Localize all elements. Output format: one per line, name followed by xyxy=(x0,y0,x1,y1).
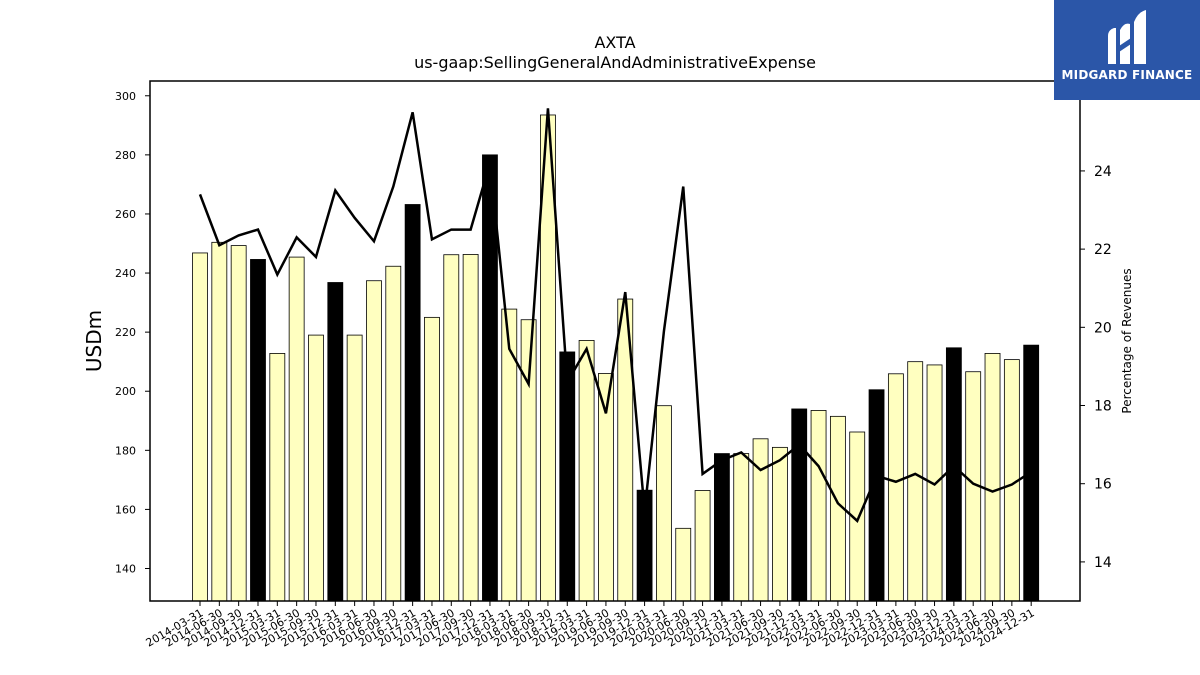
y-tick-label: 180 xyxy=(115,444,136,457)
logo-mark-icon xyxy=(1108,10,1146,65)
bar xyxy=(675,527,692,602)
bar xyxy=(308,334,324,602)
logo-text: MIDGARD FINANCE xyxy=(1061,68,1193,82)
bar xyxy=(404,204,421,602)
chart-subtitle: us-gaap:SellingGeneralAndAdministrativeE… xyxy=(414,53,816,72)
bar xyxy=(656,405,672,602)
bar xyxy=(945,347,962,602)
y2-tick-label: 16 xyxy=(1094,477,1112,493)
bar xyxy=(694,490,711,602)
line-series xyxy=(198,108,1032,523)
brand-logo: MIDGARD FINANCE xyxy=(1054,0,1200,100)
y-axis-label: USDm xyxy=(82,310,106,372)
y-tick-label: 280 xyxy=(115,149,136,162)
y2-axis-label: Percentage of Revenues xyxy=(1120,268,1134,413)
bar xyxy=(501,308,518,602)
bar xyxy=(772,446,788,602)
bar xyxy=(385,265,402,602)
bar xyxy=(327,282,344,602)
x-axis: 2014-03-312014-06-302014-09-302014-12-31… xyxy=(144,601,1037,650)
bar xyxy=(269,353,286,602)
bar xyxy=(791,408,808,602)
bar xyxy=(578,340,595,602)
bar xyxy=(984,353,1001,602)
bar xyxy=(366,280,382,602)
bar xyxy=(346,334,363,602)
bar xyxy=(733,453,750,602)
bar xyxy=(462,254,479,602)
y-axis-left: 140 160 180 200 220 240 260 280 300 xyxy=(115,90,150,576)
y2-tick-label: 14 xyxy=(1094,555,1112,571)
y2-tick-label: 18 xyxy=(1094,399,1112,415)
chart-title: AXTA xyxy=(594,33,635,52)
bar xyxy=(868,389,885,602)
bar xyxy=(520,319,537,602)
bar xyxy=(443,254,460,602)
y-tick-label: 160 xyxy=(115,503,136,516)
line-path xyxy=(198,108,1032,523)
bar-series xyxy=(192,114,1040,602)
y-tick-label: 260 xyxy=(115,208,136,221)
bar xyxy=(887,373,904,602)
bar xyxy=(424,316,440,602)
bar xyxy=(230,245,247,602)
y2-tick-label: 20 xyxy=(1094,320,1112,336)
bar xyxy=(211,241,228,602)
bar xyxy=(810,410,827,602)
bar xyxy=(752,438,769,602)
bar xyxy=(192,252,208,602)
y-tick-label: 140 xyxy=(115,563,136,576)
bar xyxy=(907,361,924,602)
y-tick-label: 300 xyxy=(115,90,136,103)
bar xyxy=(250,259,266,602)
y-tick-label: 200 xyxy=(115,385,136,398)
y2-tick-label: 22 xyxy=(1094,242,1112,258)
y-tick-label: 240 xyxy=(115,267,136,280)
y2-tick-label: 24 xyxy=(1094,164,1112,180)
bar xyxy=(288,256,305,602)
bar xyxy=(559,351,576,602)
plot-frame xyxy=(149,80,1081,602)
y-axis-right: 14 16 18 20 22 24 xyxy=(1080,164,1112,571)
y-tick-label: 220 xyxy=(115,326,136,339)
bar xyxy=(714,453,730,602)
